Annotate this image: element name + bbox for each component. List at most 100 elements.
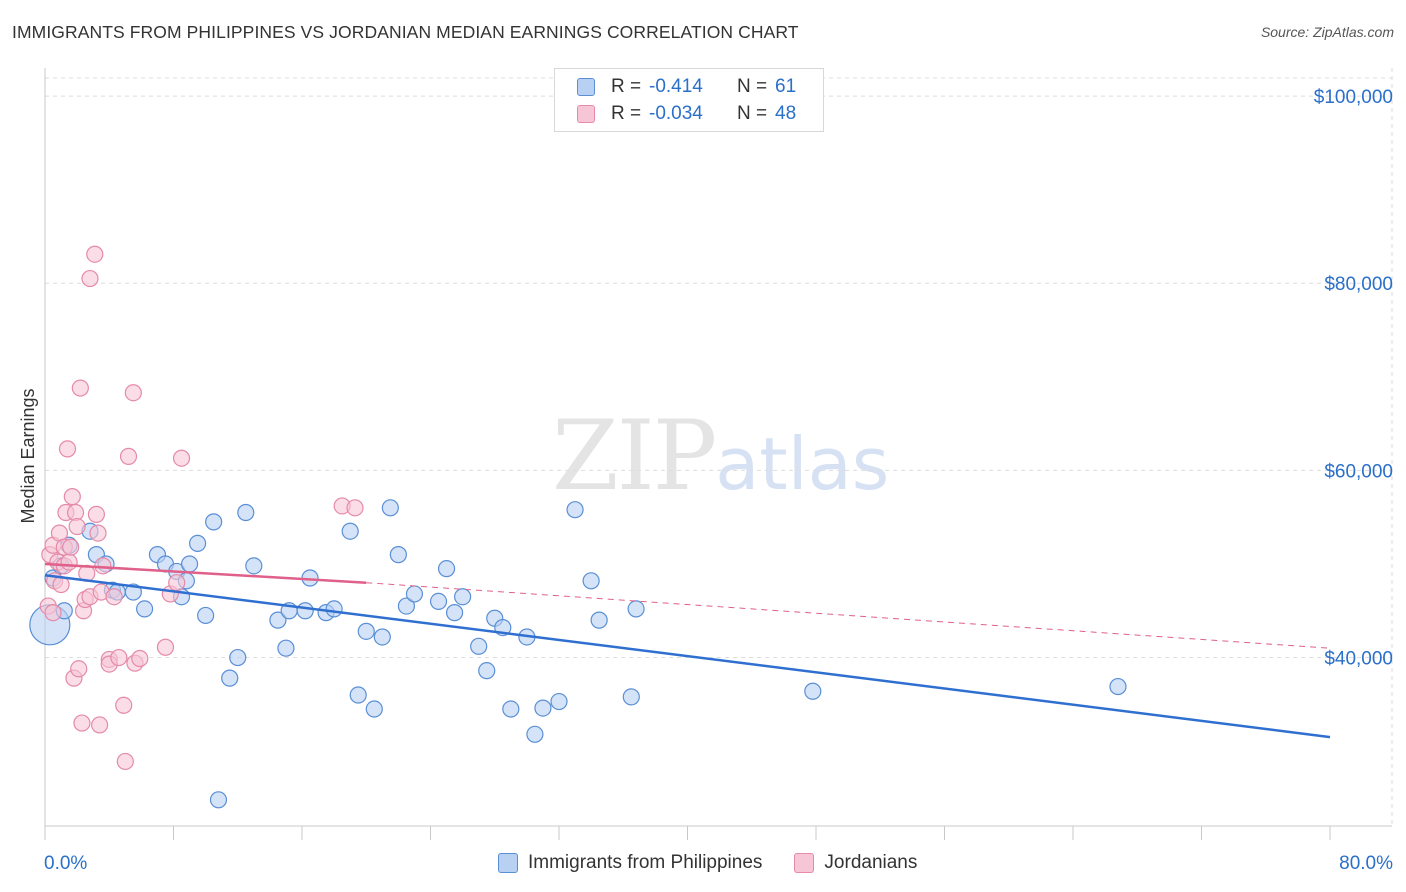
philippines-point <box>325 600 343 618</box>
philippines-point <box>429 592 448 611</box>
chart-title: IMMIGRANTS FROM PHILIPPINES VS JORDANIAN… <box>12 22 799 42</box>
philippines-point <box>526 725 544 743</box>
y-axis-label: Median Earnings <box>18 388 38 523</box>
jordanians-legend-swatch <box>794 853 815 873</box>
jordanians-point <box>124 384 142 402</box>
r-value: -0.034 <box>649 103 703 124</box>
jordanians-point <box>110 648 128 667</box>
philippines-point <box>622 688 640 706</box>
philippines-point <box>566 501 584 519</box>
jordanians-point <box>86 245 104 263</box>
philippines-point <box>188 534 207 552</box>
philippines-point <box>341 522 359 540</box>
philippines-point <box>229 648 247 667</box>
philippines-point <box>470 637 488 655</box>
legend-row-philippines: R = -0.414 N = 61 <box>577 75 796 99</box>
philippines-legend-swatch <box>498 853 518 873</box>
watermark: ZIPatlas <box>552 400 889 512</box>
philippines-point <box>478 662 496 680</box>
philippines-trendline <box>44 573 1331 739</box>
philippines-swatch <box>577 78 595 96</box>
r-label: R = <box>611 103 642 124</box>
philippines-point <box>534 699 552 717</box>
source-label: Source: ZipAtlas.com <box>1260 24 1394 40</box>
philippines-point <box>245 557 263 575</box>
jordanians-point <box>63 487 81 506</box>
philippines-point <box>197 606 215 625</box>
philippines-point <box>381 499 399 517</box>
series-legend: Immigrants from Philippines Jordanians <box>498 852 949 874</box>
jordanians-point <box>68 517 86 536</box>
y-tick-label: $40,000 <box>1324 649 1393 670</box>
philippines-point <box>405 585 424 603</box>
jordanians-point <box>73 714 91 732</box>
philippines-point <box>349 686 367 704</box>
philippines-point <box>454 588 472 606</box>
legend-item-philippines: Immigrants from Philippines <box>498 852 762 874</box>
philippines-legend-label: Immigrants from Philippines <box>528 852 763 873</box>
philippines-point <box>365 700 383 718</box>
philippines-point <box>237 503 255 522</box>
philippines-point <box>135 600 154 618</box>
philippines-point <box>1109 677 1127 696</box>
jordanians-point <box>346 499 364 517</box>
jordanians-point <box>168 574 186 592</box>
r-label: R = <box>611 76 642 97</box>
philippines-point <box>437 560 456 578</box>
x-tick-label: 80.0% <box>1339 853 1393 874</box>
jordanians-point <box>116 752 134 771</box>
philippines-point <box>445 604 464 622</box>
jordanians-point <box>87 505 106 523</box>
philippines-point <box>804 682 822 700</box>
jordanians-point <box>71 379 89 397</box>
philippines-point <box>502 700 520 718</box>
philippines-point <box>221 669 239 687</box>
philippines-point <box>180 555 199 573</box>
jordanians-point <box>156 638 175 656</box>
jordanians-point <box>89 524 107 542</box>
jordanians-point <box>91 716 109 734</box>
philippines-point <box>627 600 645 618</box>
y-tick-label: $100,000 <box>1314 87 1393 108</box>
jordanians-trendline <box>44 562 367 584</box>
philippines-point <box>397 597 416 615</box>
y-tick-label: $60,000 <box>1324 461 1393 482</box>
philippines-point <box>296 602 314 620</box>
r-value: -0.414 <box>649 76 703 97</box>
n-value: 48 <box>775 103 797 124</box>
watermark-atlas: atlas <box>715 422 890 506</box>
philippines-point <box>269 611 287 629</box>
n-value: 61 <box>775 76 797 97</box>
jordanians-point <box>58 440 77 458</box>
jordanians-point <box>119 447 138 465</box>
philippines-point <box>205 513 223 531</box>
jordanians-point <box>81 269 99 288</box>
jordanians-swatch <box>577 105 595 123</box>
jordanians-legend-label: Jordanians <box>824 852 918 873</box>
legend-row-jordanians: R = -0.034 N = 48 <box>577 102 796 126</box>
correlation-legend: R = -0.414 N = 61 R = -0.034 N = 48 <box>554 68 824 132</box>
philippines-point <box>590 611 608 629</box>
philippines-point <box>373 628 391 646</box>
jordanians-point <box>105 588 123 606</box>
jordanians-point <box>131 649 149 668</box>
n-label: N = <box>737 76 768 97</box>
y-tick-label: $80,000 <box>1324 274 1393 295</box>
jordanians-trendline-extension <box>366 582 1331 649</box>
jordanians-point <box>44 604 62 622</box>
jordanians-point <box>62 538 80 556</box>
philippines-point <box>277 639 295 657</box>
philippines-point <box>389 546 407 564</box>
philippines-point <box>550 692 568 711</box>
philippines-point <box>209 791 228 809</box>
philippines-point <box>357 622 375 640</box>
n-label: N = <box>737 103 768 124</box>
jordanians-point <box>60 553 78 571</box>
legend-item-jordanians: Jordanians <box>794 852 917 874</box>
jordanians-point <box>172 449 191 467</box>
watermark-zip: ZIP <box>552 400 717 512</box>
jordanians-point <box>115 696 133 714</box>
x-tick-label: 0.0% <box>44 853 87 874</box>
philippines-point <box>582 572 600 590</box>
